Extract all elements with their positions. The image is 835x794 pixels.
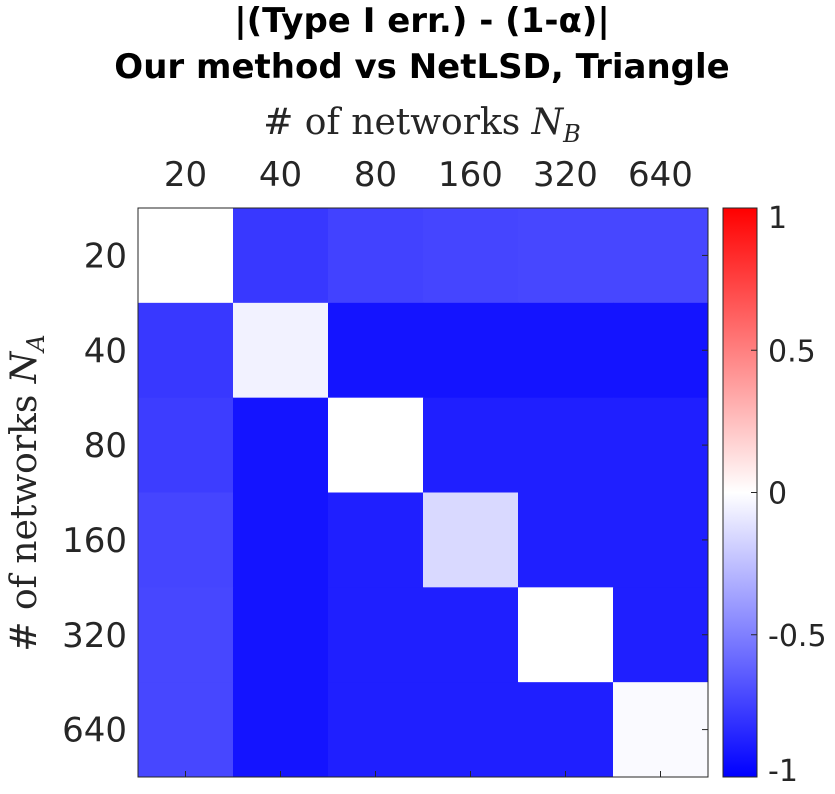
heatmap-cell-r2-c2 (328, 397, 424, 493)
y-tick-label: 80 (84, 426, 127, 466)
heatmap-border (137, 207, 709, 778)
heatmap-cell-r5-c1 (233, 682, 329, 778)
heatmap-cell-r0-c1 (233, 208, 329, 304)
x-axis-label-text: # of networks (263, 102, 531, 143)
y-tick-label: 40 (84, 331, 127, 371)
heatmap-cell-r1-c4 (518, 302, 614, 399)
colorbar-tick-label: 0 (768, 477, 787, 512)
heatmap-cell-r1-c0 (138, 302, 234, 399)
heatmap-cell-r3-c0 (138, 492, 234, 588)
colorbar-tick-label: -0.5 (768, 619, 827, 654)
y-axis-label-text: # of networks (4, 383, 45, 651)
heatmap-cell-r5-c2 (328, 682, 424, 778)
heatmap-cell-r4-c4 (518, 587, 614, 683)
heatmap-cell-r4-c5 (613, 587, 709, 683)
colorbar-tick-label: 1 (768, 201, 787, 236)
x-tick-label: 160 (438, 155, 503, 195)
heatmap-cell-r5-c3 (423, 682, 519, 778)
heatmap-cell-r2-c1 (233, 397, 329, 493)
heatmap-cell-r0-c5 (613, 208, 709, 304)
heatmap-cell-r5-c5 (613, 682, 709, 778)
colorbar-tick-label: -1 (768, 754, 798, 789)
chart-title-line-1: |(Type I err.) - (1-α)| (234, 1, 610, 41)
heatmap-cell-r0-c4 (518, 208, 614, 304)
y-axis-label-symbol: N (4, 350, 45, 384)
x-axis-label: # of networks NB (263, 102, 581, 148)
colorbar-tick-label: 0.5 (768, 334, 816, 369)
x-tick-labels: 20 40 80 160 320 640 (164, 155, 693, 777)
heatmap-cell-r3-c3 (423, 492, 519, 588)
heatmap-cell-r4-c1 (233, 587, 329, 683)
y-axis-label: # of networks NA (4, 334, 50, 651)
heatmap-cells (138, 208, 709, 778)
heatmap-cell-r3-c4 (518, 492, 614, 588)
heatmap-cell-r4-c2 (328, 587, 424, 683)
chart-title-line-2: Our method vs NetLSD, Triangle (114, 47, 729, 87)
x-tick-label: 80 (354, 155, 397, 195)
heatmap-cell-r3-c2 (328, 492, 424, 588)
x-tick-label: 40 (259, 155, 302, 195)
x-tick-label: 20 (164, 155, 207, 195)
heatmap-cell-r2-c0 (138, 397, 234, 493)
x-axis-label-symbol: N (531, 102, 565, 143)
heatmap-cell-r1-c3 (423, 302, 519, 399)
heatmap-cell-r0-c0 (138, 208, 234, 304)
heatmap-cell-r1-c2 (328, 302, 424, 399)
heatmap-cell-r4-c3 (423, 587, 519, 683)
heatmap-cell-r2-c5 (613, 397, 709, 493)
heatmap-cell-r2-c3 (423, 397, 519, 493)
y-tick-labels: 20 40 80 160 320 640 (62, 236, 708, 751)
y-tick-label: 640 (62, 711, 127, 751)
y-axis-label-subscript: A (22, 334, 50, 353)
heatmap-cell-r5-c4 (518, 682, 614, 778)
heatmap-cell-r2-c4 (518, 397, 614, 493)
heatmap-cell-r0-c2 (328, 208, 424, 304)
heatmap-cell-r1-c5 (613, 302, 709, 399)
heatmap-cell-r4-c0 (138, 587, 234, 683)
heatmap-cell-r3-c5 (613, 492, 709, 588)
x-axis-label-subscript: B (562, 120, 581, 148)
y-tick-label: 20 (84, 236, 127, 276)
y-tick-label: 320 (62, 616, 127, 656)
x-tick-label: 640 (628, 155, 693, 195)
heatmap-cell-r0-c3 (423, 208, 519, 304)
heatmap-cell-r5-c0 (138, 682, 234, 778)
x-tick-label: 320 (533, 155, 598, 195)
heatmap-cell-r1-c1 (233, 302, 329, 399)
heatmap-cell-r3-c1 (233, 492, 329, 588)
colorbar-ticks: 1 0.5 0 -0.5 -1 (751, 201, 827, 789)
y-tick-label: 160 (62, 521, 127, 561)
